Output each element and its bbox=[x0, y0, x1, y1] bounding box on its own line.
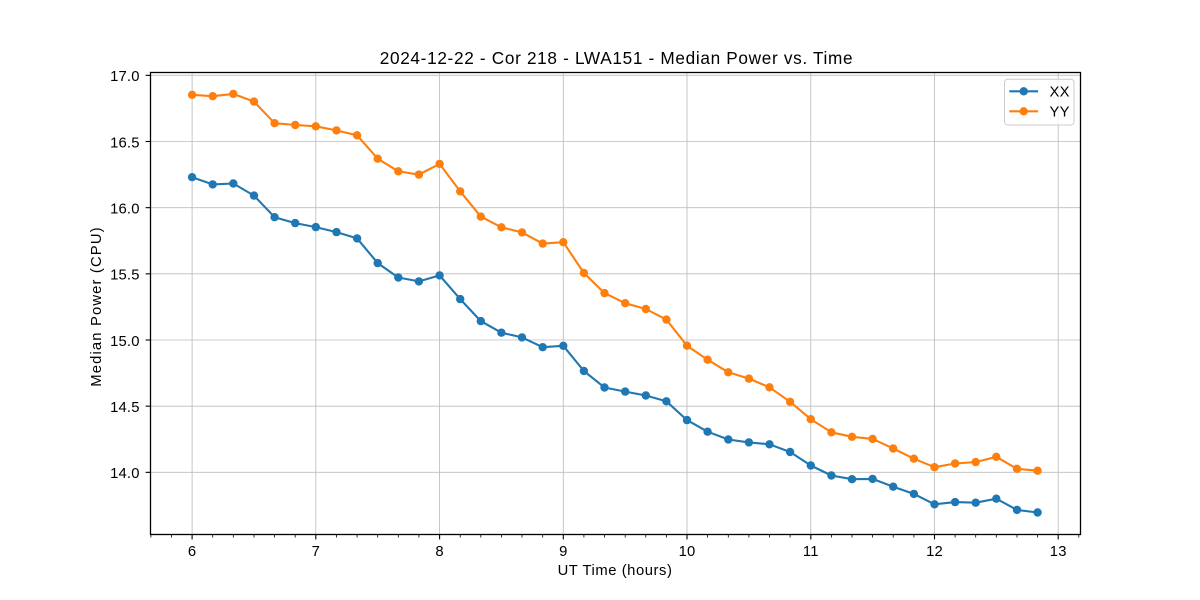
svg-text:11: 11 bbox=[803, 544, 819, 560]
svg-text:UT Time (hours): UT Time (hours) bbox=[558, 563, 673, 579]
svg-text:10: 10 bbox=[679, 544, 696, 560]
svg-text:14.0: 14.0 bbox=[110, 466, 140, 482]
svg-text:9: 9 bbox=[559, 544, 567, 560]
svg-text:12: 12 bbox=[926, 544, 943, 560]
svg-text:16.5: 16.5 bbox=[110, 135, 140, 151]
svg-text:XX: XX bbox=[1050, 84, 1070, 100]
svg-text:7: 7 bbox=[312, 544, 320, 560]
svg-text:6: 6 bbox=[188, 544, 196, 560]
svg-text:15.5: 15.5 bbox=[110, 268, 140, 284]
svg-text:15.0: 15.0 bbox=[110, 334, 140, 350]
svg-text:13: 13 bbox=[1050, 544, 1067, 560]
svg-text:8: 8 bbox=[435, 544, 443, 560]
svg-text:2024-12-22 - Cor 218 - LWA151: 2024-12-22 - Cor 218 - LWA151 - Median P… bbox=[380, 48, 854, 68]
svg-text:Median Power (CPU): Median Power (CPU) bbox=[89, 226, 105, 387]
svg-text:14.5: 14.5 bbox=[110, 400, 140, 416]
svg-text:YY: YY bbox=[1050, 104, 1070, 120]
svg-text:16.0: 16.0 bbox=[110, 202, 140, 218]
svg-text:17.0: 17.0 bbox=[110, 69, 140, 85]
